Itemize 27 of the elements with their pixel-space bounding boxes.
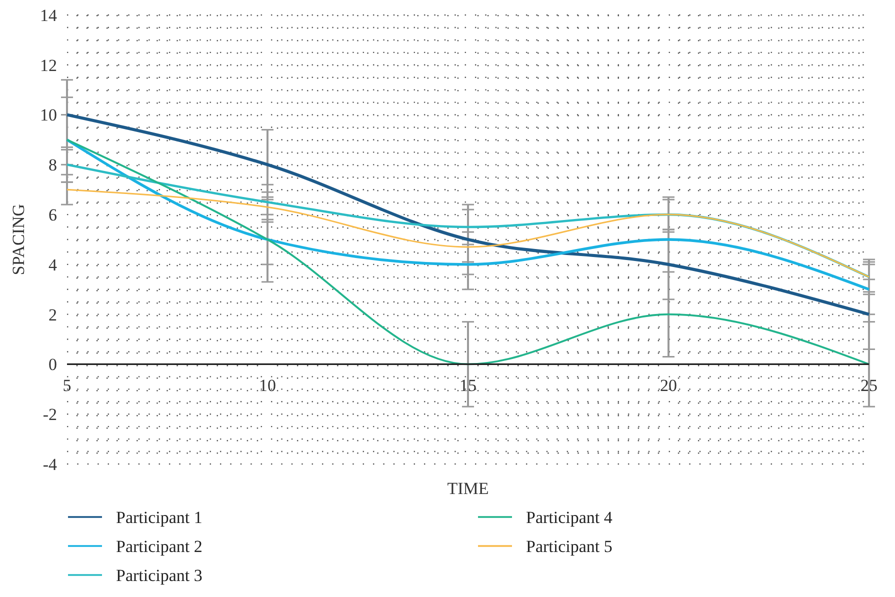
legend-label: Participant 4 bbox=[526, 508, 613, 527]
legend-label: Participant 2 bbox=[116, 536, 202, 556]
line-series bbox=[66, 164, 870, 278]
y-tick-label: 6 bbox=[48, 206, 57, 225]
line-series bbox=[66, 138, 870, 366]
x-tick-label: 15 bbox=[460, 376, 476, 396]
line-series bbox=[65, 113, 871, 316]
y-axis-title: SPACING bbox=[9, 204, 28, 276]
y-tick-label: 4 bbox=[48, 255, 58, 274]
legend-label: Participant 1 bbox=[116, 508, 202, 527]
y-tick-label: 14 bbox=[40, 6, 58, 25]
x-tick-label: 10 bbox=[259, 376, 276, 396]
x-tick-label: 5 bbox=[62, 376, 72, 396]
legend-label: Participant 3 bbox=[116, 566, 202, 585]
y-tick-label: 10 bbox=[40, 106, 57, 125]
x-tick-label: 20 bbox=[660, 376, 677, 396]
legend-label: Participant 5 bbox=[526, 536, 612, 556]
y-tick-label: 2 bbox=[48, 305, 57, 324]
y-tick-label: 8 bbox=[48, 156, 57, 175]
line-series bbox=[66, 138, 870, 291]
x-axis-title: TIME bbox=[447, 479, 489, 498]
y-tick-label: 12 bbox=[40, 56, 57, 75]
line-series bbox=[66, 188, 870, 278]
y-tick-label: 0 bbox=[48, 355, 57, 374]
y-tick-label: -4 bbox=[42, 454, 58, 474]
x-tick-label: 25 bbox=[860, 376, 878, 396]
y-tick-label: -2 bbox=[42, 405, 57, 424]
